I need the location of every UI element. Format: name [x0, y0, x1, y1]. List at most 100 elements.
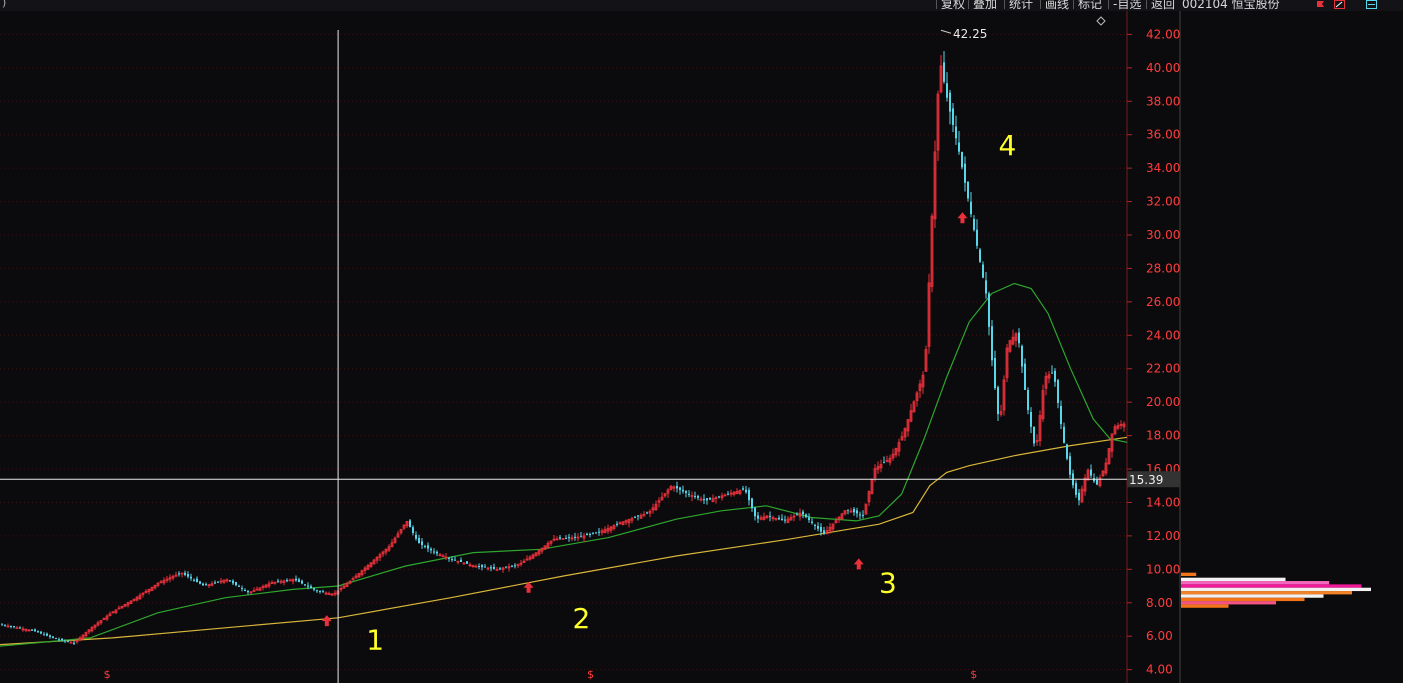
candle-body — [970, 201, 972, 215]
settings-icon[interactable] — [1366, 0, 1377, 9]
volume-profile-bar — [1181, 601, 1276, 605]
candle-body — [217, 581, 219, 583]
candle-body — [67, 641, 69, 643]
candle-body — [727, 493, 729, 495]
candle-body — [1069, 456, 1071, 475]
annotation-number: 1 — [366, 624, 384, 657]
candle-body — [706, 498, 708, 501]
candle-body — [1086, 469, 1090, 481]
candle-body — [375, 556, 379, 561]
candle-body — [606, 527, 610, 532]
candle-body — [147, 588, 151, 593]
candle-body — [543, 545, 547, 550]
candle-body — [1122, 423, 1126, 428]
candle-body — [102, 617, 106, 621]
candle-body — [369, 562, 373, 567]
candle-body — [909, 410, 913, 422]
candle-body — [1041, 390, 1045, 420]
candle-body — [43, 634, 45, 636]
candle-body — [165, 578, 169, 581]
candle-body — [1027, 390, 1029, 411]
candle-body — [637, 515, 639, 517]
signal-arrow-icon — [321, 615, 332, 627]
toolbar-button-statistics[interactable]: 统计 — [1004, 0, 1037, 11]
candle-body — [946, 83, 948, 98]
toolbar-button-draw-line[interactable]: 画线 — [1040, 0, 1073, 11]
candle-body — [853, 508, 855, 513]
candle-body — [93, 624, 97, 628]
candle-body — [906, 419, 910, 432]
candle-body — [624, 520, 628, 523]
candle-body — [49, 635, 51, 637]
candle-body — [486, 567, 490, 570]
axis-tick-label: 34.00 — [1146, 161, 1180, 175]
candle-body — [174, 574, 178, 577]
candle-body — [333, 592, 337, 595]
candle-body — [598, 531, 600, 533]
candle-body — [295, 578, 297, 581]
candle-body — [883, 462, 885, 464]
candle-body — [516, 564, 520, 567]
candle-body — [424, 545, 426, 547]
candle-body — [235, 582, 237, 586]
draw-tool-icon[interactable] — [1334, 0, 1345, 9]
toolbar-button-back[interactable]: 返回 — [1146, 0, 1179, 11]
candle-body — [939, 65, 943, 93]
candle-body — [387, 546, 391, 551]
toolbar-button-mark[interactable]: 标记 — [1073, 0, 1106, 11]
candle-body — [1119, 424, 1123, 426]
price-axis: 42.00 40.00 38.00 36.00 34.00 32.00 30.00 28.00… — [1127, 27, 1180, 677]
candle-body — [319, 590, 321, 592]
candle-body — [1090, 469, 1092, 476]
candle-body — [277, 580, 279, 582]
candle-body — [862, 514, 864, 516]
candle-body — [258, 587, 262, 591]
candle-body — [162, 579, 166, 584]
candle-body — [214, 582, 216, 584]
candle-body — [927, 282, 931, 347]
flag-icon[interactable] — [1316, 0, 1327, 9]
axis-tick-label: 40.00 — [1146, 61, 1180, 75]
candle-body — [415, 534, 417, 539]
candle-body — [1051, 372, 1053, 374]
candle-body — [241, 587, 243, 589]
toolbar-button-overlay[interactable]: 叠加 — [968, 0, 1001, 11]
diamond-icon[interactable] — [1096, 16, 1106, 26]
candle-body — [1080, 488, 1084, 503]
candle-body — [820, 526, 822, 532]
candle-body — [694, 495, 696, 497]
candle-body — [1101, 470, 1105, 477]
candle-body — [298, 579, 300, 582]
candle-body — [69, 641, 73, 644]
candle-body — [37, 631, 39, 633]
candle-body — [688, 493, 690, 495]
stock-code-name: 002104 恒宝股份 — [1182, 0, 1280, 11]
candle-body — [1104, 462, 1108, 474]
candle-body — [75, 640, 79, 643]
candle-body — [199, 581, 201, 584]
candle-body — [690, 495, 694, 497]
candle-body — [291, 579, 295, 582]
candle-body — [1096, 479, 1098, 485]
candle-body — [159, 581, 163, 584]
volume-profile-bar — [1181, 597, 1305, 602]
s-marker: $ — [587, 668, 594, 681]
candle-body — [982, 264, 984, 278]
candle-body — [438, 554, 442, 557]
axis-tick-label: 10.00 — [1146, 562, 1180, 576]
axis-tick-label: 38.00 — [1146, 94, 1180, 108]
candle-body — [180, 572, 184, 575]
candle-body — [574, 536, 576, 538]
candle-body — [1063, 426, 1065, 443]
candle-body — [792, 515, 796, 518]
toolbar-button-remove-watchlist[interactable]: -自选 — [1108, 0, 1145, 11]
candle-body — [10, 626, 12, 628]
candle-body — [405, 520, 409, 527]
toolbar-button-restore-rights[interactable]: 复权 — [936, 0, 969, 11]
candle-body — [421, 541, 423, 545]
candle-body — [1038, 415, 1042, 442]
candle-body — [1110, 433, 1114, 452]
candle-body — [193, 579, 195, 581]
candle-body — [505, 566, 507, 568]
